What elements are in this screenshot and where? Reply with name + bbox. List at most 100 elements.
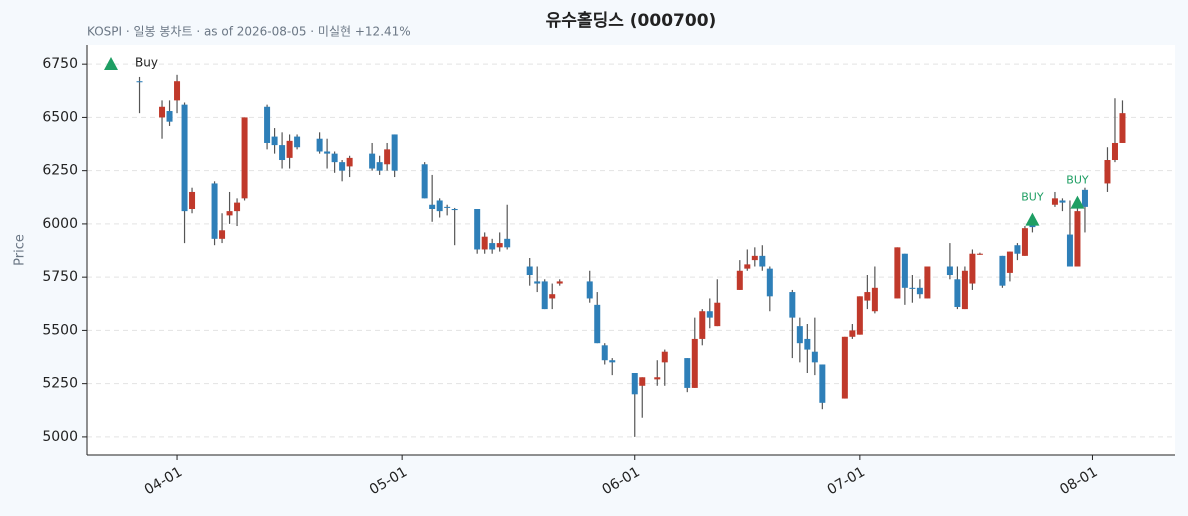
candle-body bbox=[384, 149, 391, 165]
x-tick-label: 05-01 bbox=[367, 464, 410, 498]
candle-body bbox=[436, 200, 443, 212]
candle-body bbox=[751, 255, 758, 261]
candle-body bbox=[961, 270, 968, 310]
candle-body bbox=[699, 311, 706, 339]
candle-body bbox=[969, 253, 976, 284]
candle-body bbox=[496, 243, 503, 248]
candle-body bbox=[331, 153, 338, 163]
buy-marker bbox=[1070, 195, 1085, 209]
candle-body bbox=[766, 268, 773, 297]
x-tick-label: 04-01 bbox=[142, 464, 185, 498]
candle-body bbox=[759, 255, 766, 267]
chart-subtitle: KOSPI · 일봉 봉차트 · as of 2026-08-05 · 미실현 … bbox=[87, 25, 411, 39]
chart-title: 유수홀딩스 (000700) bbox=[546, 10, 717, 31]
candle-body bbox=[1111, 142, 1118, 161]
y-tick-label: 5500 bbox=[42, 322, 78, 338]
candle-body bbox=[526, 266, 533, 276]
candle-body bbox=[1029, 224, 1036, 228]
candle-body bbox=[549, 294, 556, 299]
x-tick-label: 08-01 bbox=[1057, 464, 1100, 498]
buy-marker-label: BUY bbox=[1066, 174, 1089, 187]
candle-body bbox=[954, 279, 961, 307]
candle-body bbox=[639, 377, 646, 386]
candle-body bbox=[714, 302, 721, 327]
candle-body bbox=[189, 191, 196, 209]
candle-body bbox=[736, 270, 743, 290]
candle-body bbox=[856, 296, 863, 335]
candle-body bbox=[556, 281, 563, 284]
candle-body bbox=[429, 204, 436, 209]
candle-body bbox=[219, 230, 226, 239]
candle-body bbox=[136, 81, 143, 83]
candle-body bbox=[1051, 198, 1058, 205]
candle-body bbox=[211, 183, 218, 239]
candle-body bbox=[444, 206, 451, 208]
candle-body bbox=[946, 266, 953, 276]
y-axis-label: Price bbox=[13, 234, 28, 266]
candle-body bbox=[1074, 211, 1081, 267]
candle-body bbox=[609, 360, 616, 363]
candle-body bbox=[1021, 228, 1028, 256]
y-tick-label: 5250 bbox=[42, 376, 78, 392]
candle-body bbox=[1119, 113, 1126, 143]
candle-body bbox=[534, 281, 541, 284]
candle-body bbox=[916, 287, 923, 295]
candle-body bbox=[819, 364, 826, 403]
candle-body bbox=[159, 106, 166, 118]
x-tick-label: 06-01 bbox=[600, 464, 643, 498]
candle-body bbox=[1104, 160, 1111, 184]
candle-body bbox=[279, 145, 286, 161]
candle-body bbox=[894, 247, 901, 299]
candle-body bbox=[1014, 245, 1021, 254]
candle-body bbox=[871, 287, 878, 312]
candle-body bbox=[1006, 251, 1013, 273]
candle-body bbox=[804, 338, 811, 350]
candle-body bbox=[376, 162, 383, 171]
candle-body bbox=[369, 153, 376, 169]
candle-body bbox=[601, 345, 608, 361]
candle-body bbox=[661, 351, 668, 363]
candle-body bbox=[706, 311, 713, 318]
candle-body bbox=[226, 211, 233, 216]
candle-body bbox=[474, 209, 481, 250]
candle-body bbox=[241, 117, 248, 199]
buy-marker-label: BUY bbox=[1021, 191, 1044, 204]
candle-body bbox=[796, 326, 803, 344]
candle-body bbox=[504, 238, 511, 248]
candle-body bbox=[744, 264, 751, 269]
candle-body bbox=[594, 304, 601, 344]
y-tick-label: 6250 bbox=[42, 163, 78, 179]
candle-body bbox=[316, 138, 323, 152]
y-tick-label: 6500 bbox=[42, 109, 78, 125]
candle-body bbox=[1081, 189, 1088, 207]
candle-body bbox=[174, 81, 181, 101]
candle-body bbox=[339, 162, 346, 171]
candle-body bbox=[271, 136, 278, 146]
candle-body bbox=[924, 266, 931, 299]
y-tick-label: 6750 bbox=[42, 56, 78, 72]
candle-body bbox=[489, 243, 496, 250]
candle-body bbox=[481, 236, 488, 250]
candle-body bbox=[421, 164, 428, 199]
buy-marker bbox=[1025, 212, 1040, 226]
candle-body bbox=[1059, 200, 1066, 203]
candle-body bbox=[391, 134, 398, 171]
candle-body bbox=[789, 292, 796, 318]
candle-body bbox=[541, 281, 548, 310]
candle-body bbox=[451, 209, 458, 211]
candle-body bbox=[691, 338, 698, 388]
legend-symbol bbox=[104, 57, 118, 70]
candle-body bbox=[1066, 234, 1073, 267]
candle-body bbox=[976, 253, 983, 255]
candle-body bbox=[909, 287, 916, 289]
candle-body bbox=[264, 106, 271, 143]
candle-body bbox=[234, 202, 241, 212]
candle-body bbox=[166, 111, 173, 122]
y-tick-label: 5000 bbox=[42, 429, 78, 445]
legend-label: Buy bbox=[135, 56, 158, 70]
candle-body bbox=[999, 255, 1006, 286]
candle-body bbox=[631, 373, 638, 395]
y-tick-label: 6000 bbox=[42, 216, 78, 232]
candle-body bbox=[181, 104, 188, 212]
